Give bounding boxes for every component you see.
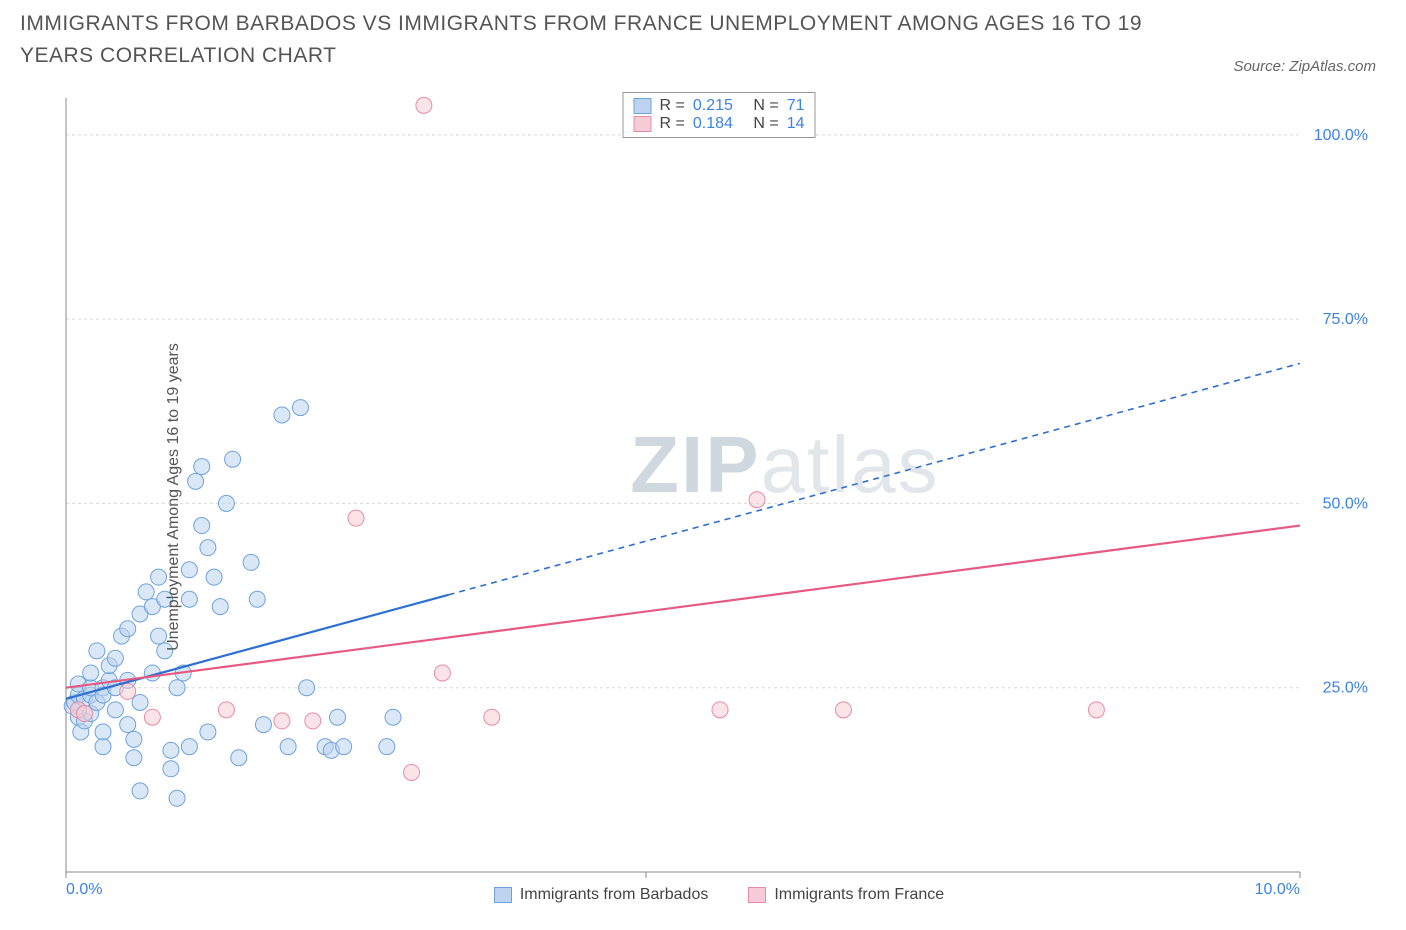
chart-title: IMMIGRANTS FROM BARBADOS VS IMMIGRANTS F…: [20, 8, 1146, 71]
bottom-legend: Immigrants from Barbados Immigrants from…: [60, 886, 1378, 904]
y-axis-label: Unemployment Among Ages 16 to 19 years: [165, 343, 183, 651]
svg-text:75.0%: 75.0%: [1323, 311, 1368, 328]
legend-item-series-1: Immigrants from Barbados: [494, 886, 709, 904]
svg-text:25.0%: 25.0%: [1323, 680, 1368, 697]
legend-item-series-2: Immigrants from France: [748, 886, 944, 904]
swatch-series-1-bottom: [494, 887, 512, 903]
chart-container: Unemployment Among Ages 16 to 19 years 2…: [60, 92, 1378, 902]
swatch-series-2: [634, 116, 652, 132]
stats-legend-box: R = 0.215 N = 71 R = 0.184 N = 14: [623, 92, 816, 138]
scatter-plot: 25.0%50.0%75.0%100.0%0.0%10.0%: [60, 92, 1378, 902]
stats-row-series-2: R = 0.184 N = 14: [634, 115, 805, 133]
stats-row-series-1: R = 0.215 N = 71: [634, 97, 805, 115]
swatch-series-2-bottom: [748, 887, 766, 903]
swatch-series-1: [634, 98, 652, 114]
svg-text:100.0%: 100.0%: [1314, 127, 1368, 144]
svg-text:50.0%: 50.0%: [1323, 495, 1368, 512]
source-citation: Source: ZipAtlas.com: [1233, 58, 1376, 75]
